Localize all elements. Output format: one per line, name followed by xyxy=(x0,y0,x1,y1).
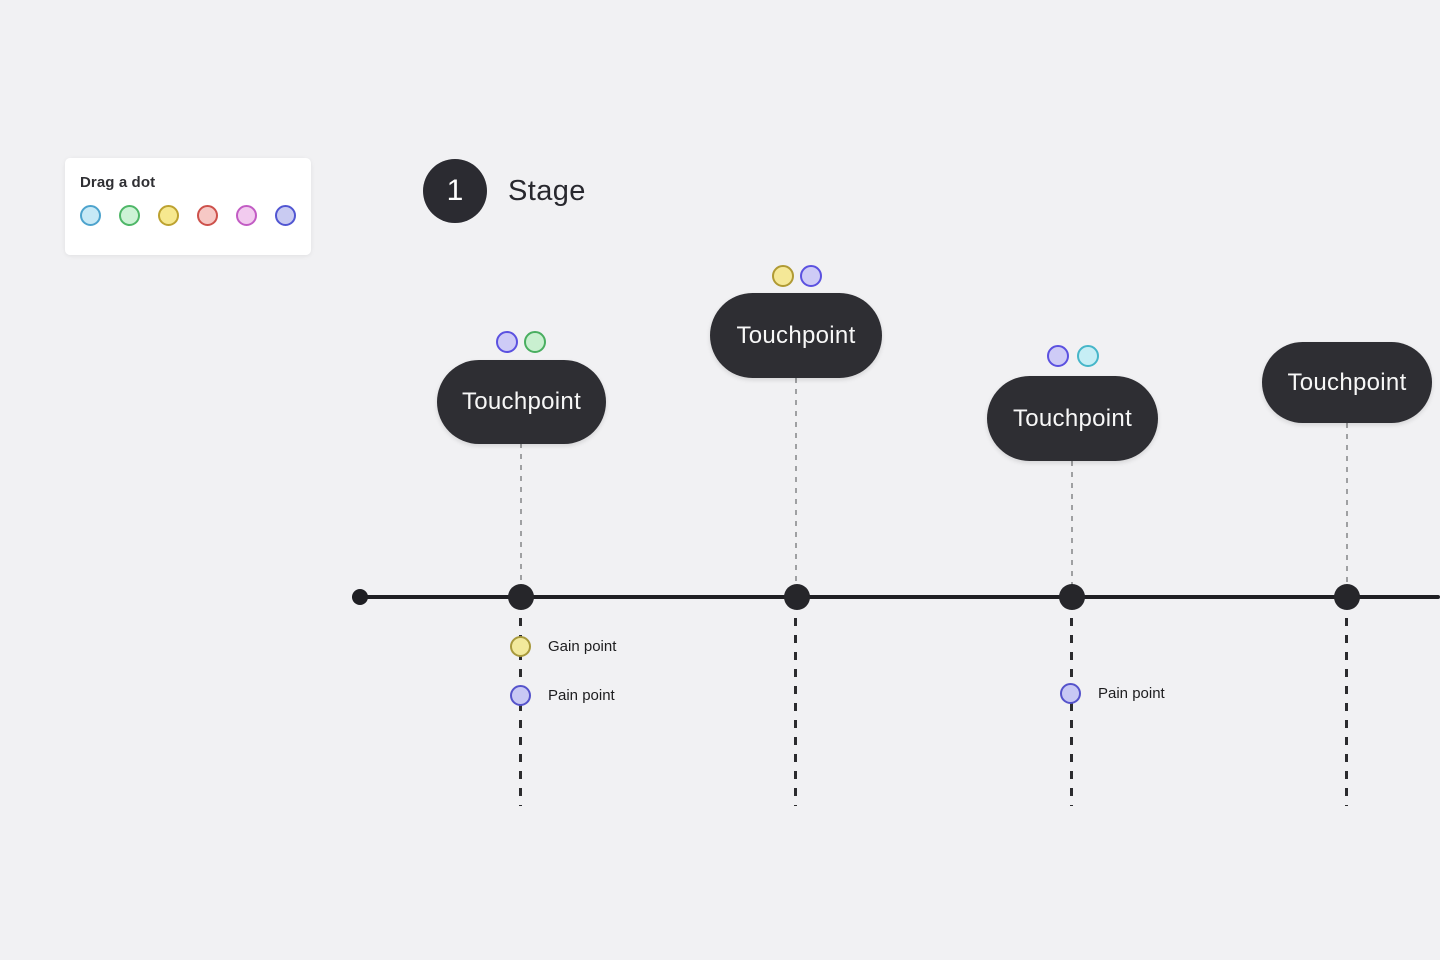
touchpoint-3-dot-row xyxy=(1047,345,1099,367)
stage-header: 1 Stage xyxy=(423,159,586,223)
timeline-node-3[interactable] xyxy=(1059,584,1085,610)
touchpoint-3-dot-purple[interactable] xyxy=(1047,345,1069,367)
touchpoint-3-dot-cyan[interactable] xyxy=(1077,345,1099,367)
touchpoint-2-dot-purple[interactable] xyxy=(800,265,822,287)
palette-dot-green[interactable] xyxy=(119,205,140,226)
timeline-node-4[interactable] xyxy=(1334,584,1360,610)
gain-point-dot-touchpoint-1[interactable] xyxy=(510,636,531,657)
touchpoint-pill-3[interactable]: Touchpoint xyxy=(987,376,1158,461)
touchpoint-pill-2[interactable]: Touchpoint xyxy=(710,293,882,378)
touchpoint-2-dot-yellow[interactable] xyxy=(772,265,794,287)
connector-down-touchpoint-4 xyxy=(1345,601,1348,806)
touchpoint-pill-1[interactable]: Touchpoint xyxy=(437,360,606,444)
stage-number-badge[interactable]: 1 xyxy=(423,159,487,223)
drag-a-dot-title: Drag a dot xyxy=(80,174,156,191)
timeline-node-1[interactable] xyxy=(508,584,534,610)
palette-dot-row xyxy=(80,205,297,226)
touchpoint-2-dot-row xyxy=(772,265,822,287)
connector-up-touchpoint-2 xyxy=(795,378,797,595)
touchpoint-1-dot-purple[interactable] xyxy=(496,331,518,353)
gain-point-label-touchpoint-1: Gain point xyxy=(548,638,617,655)
connector-up-touchpoint-3 xyxy=(1071,461,1073,595)
pain-point-dot-touchpoint-1[interactable] xyxy=(510,685,531,706)
palette-dot-pink[interactable] xyxy=(236,205,257,226)
touchpoint-pill-4[interactable]: Touchpoint xyxy=(1262,342,1432,423)
stage-label[interactable]: Stage xyxy=(508,174,586,207)
palette-dot-yellow[interactable] xyxy=(158,205,179,226)
palette-dot-blue[interactable] xyxy=(80,205,101,226)
drag-a-dot-panel: Drag a dot xyxy=(65,158,311,255)
palette-dot-purple[interactable] xyxy=(275,205,296,226)
connector-up-touchpoint-4 xyxy=(1346,423,1348,595)
touchpoint-1-dot-green[interactable] xyxy=(524,331,546,353)
palette-dot-red[interactable] xyxy=(197,205,218,226)
timeline-axis xyxy=(352,595,1440,599)
timeline-node-2[interactable] xyxy=(784,584,810,610)
touchpoint-1-dot-row xyxy=(496,331,546,353)
pain-point-label-touchpoint-1: Pain point xyxy=(548,687,615,704)
pain-point-label-touchpoint-3: Pain point xyxy=(1098,685,1165,702)
timeline-start-dot xyxy=(352,589,368,605)
pain-point-dot-touchpoint-3[interactable] xyxy=(1060,683,1081,704)
connector-up-touchpoint-1 xyxy=(520,443,522,595)
connector-down-touchpoint-2 xyxy=(794,601,797,806)
